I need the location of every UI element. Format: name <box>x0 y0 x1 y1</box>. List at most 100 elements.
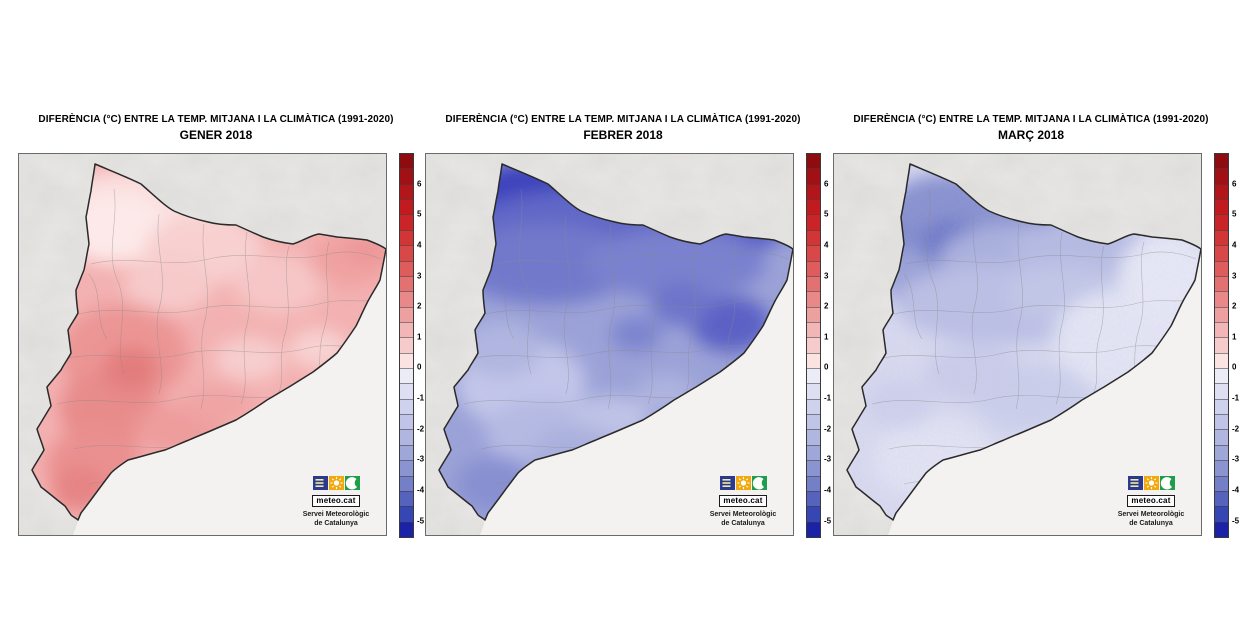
logo-squares <box>1108 476 1194 491</box>
colorbar-tick-label: 4 <box>417 240 422 250</box>
colorbar-segment <box>807 506 820 522</box>
colorbar-tick-label: -5 <box>417 516 425 526</box>
colorbar-segment <box>400 429 413 445</box>
logo-wordmark: meteo.cat <box>312 495 360 508</box>
colorbar-segment <box>400 168 413 184</box>
colorbar-tick-label: -4 <box>824 485 832 495</box>
meteocat-logo: meteo.cat Servei Meteorològic de Catalun… <box>293 476 379 528</box>
panel-january: DIFERÈNCIA (°C) ENTRE LA TEMP. MITJANA I… <box>16 0 425 630</box>
colorbar-segment <box>807 337 820 353</box>
colorbar-segment <box>1215 168 1228 184</box>
panel-february: DIFERÈNCIA (°C) ENTRE LA TEMP. MITJANA I… <box>423 0 831 630</box>
colorbar-segment <box>1215 214 1228 230</box>
meteocat-logo: meteo.cat Servei Meteorològic de Catalun… <box>1108 476 1194 528</box>
colorbar-segment <box>1215 506 1228 522</box>
map-canvas-february: meteo.cat Servei Meteorològic de Catalun… <box>425 153 794 536</box>
colorbar-tick-label: 2 <box>824 301 829 311</box>
colorbar-tick-label: -1 <box>417 393 425 403</box>
meteocat-logo: meteo.cat Servei Meteorològic de Catalun… <box>700 476 786 528</box>
colorbar-tick-label: 3 <box>824 271 829 281</box>
colorbar-segment <box>807 168 820 184</box>
logo-moon-icon <box>344 476 360 491</box>
colorbar-segment <box>400 414 413 430</box>
colorbar-segment <box>807 183 820 200</box>
logo-org-name: Servei Meteorològic de Catalunya <box>700 511 786 528</box>
colorbar-segment <box>1215 154 1228 169</box>
colorbar-segment <box>1215 521 1228 537</box>
colorbar-segment <box>400 398 413 415</box>
catalonia-map-svg <box>19 154 386 535</box>
colorbar-segment <box>1215 352 1228 369</box>
colorbar-tick-label: -1 <box>1232 393 1240 403</box>
colorbar-segment <box>400 352 413 369</box>
colorbar-segment <box>400 245 413 261</box>
colorbar-segment <box>807 291 820 307</box>
colorbar-tick-label: -5 <box>1232 516 1240 526</box>
colorbar-tick-label: -2 <box>417 424 425 434</box>
colorbar-tick-label: -1 <box>824 393 832 403</box>
logo-sun-icon <box>328 476 344 491</box>
map-canvas-january: meteo.cat Servei Meteorològic de Catalun… <box>18 153 387 536</box>
map-canvas-march: meteo.cat Servei Meteorològic de Catalun… <box>833 153 1202 536</box>
colorbar-march: 6 5 4 3 2 1 0 -1 -2 -3 -4 -5 <box>1214 153 1244 538</box>
colorbar-tick-label: -3 <box>824 454 832 464</box>
colorbar-segment <box>1215 275 1228 292</box>
title-month: FEBRER 2018 <box>583 127 663 142</box>
colorbar-segment <box>807 429 820 445</box>
title-line1: DIFERÈNCIA (°C) ENTRE LA TEMP. MITJANA I… <box>38 114 394 125</box>
colorbar-tick-label: 0 <box>1232 362 1237 372</box>
colorbar-segment <box>807 383 820 399</box>
colorbar-tick-label: -2 <box>1232 424 1240 434</box>
colorbar-tick-label: 0 <box>824 362 829 372</box>
colorbar-segment <box>807 229 820 246</box>
logo-org-line2: de Catalunya <box>721 519 765 527</box>
colorbar-segment <box>400 368 413 384</box>
logo-menu-icon <box>719 476 735 491</box>
colorbar-segment <box>400 521 413 537</box>
colorbar-segment <box>1215 306 1228 322</box>
logo-menu-icon <box>1127 476 1143 491</box>
colorbar-segment <box>807 398 820 415</box>
logo-org-line2: de Catalunya <box>314 519 358 527</box>
colorbar-tick-label: 2 <box>1232 301 1237 311</box>
logo-moon-icon <box>751 476 767 491</box>
colorbar-february: 6 5 4 3 2 1 0 -1 -2 -3 -4 -5 <box>806 153 836 538</box>
colorbar-segment <box>807 275 820 292</box>
colorbar-segment <box>1215 245 1228 261</box>
title-month: GENER 2018 <box>179 127 253 142</box>
anomaly-colorbar <box>1214 153 1229 538</box>
colorbar-segment <box>1215 229 1228 246</box>
catalonia-map-svg <box>834 154 1201 535</box>
logo-org-line1: Servei Meteorològic <box>302 511 370 519</box>
colorbar-segment <box>400 460 413 476</box>
colorbar-segment <box>400 306 413 322</box>
colorbar-segment <box>400 214 413 230</box>
colorbar-tick-label: 2 <box>417 301 422 311</box>
colorbar-segment <box>807 199 820 215</box>
logo-org-line1: Servei Meteorològic <box>1117 511 1185 519</box>
colorbar-segment <box>400 183 413 200</box>
colorbar-tick-label: -3 <box>417 454 425 464</box>
colorbar-segment <box>400 506 413 522</box>
colorbar-segment <box>400 275 413 292</box>
anomaly-colorbar <box>806 153 821 538</box>
colorbar-tick-label: -5 <box>824 516 832 526</box>
colorbar-tick-label: -2 <box>824 424 832 434</box>
title-month: MARÇ 2018 <box>997 127 1065 142</box>
colorbar-segment <box>1215 199 1228 215</box>
colorbar-segment <box>807 521 820 537</box>
colorbar-segment <box>807 245 820 261</box>
colorbar-segment <box>1215 183 1228 200</box>
colorbar-segment <box>400 490 413 507</box>
colorbar-segment <box>400 321 413 338</box>
logo-menu-icon <box>312 476 328 491</box>
anomaly-colorbar <box>399 153 414 538</box>
logo-sun-icon <box>735 476 751 491</box>
colorbar-segment <box>400 337 413 353</box>
colorbar-segment <box>807 214 820 230</box>
colorbar-segment <box>400 383 413 399</box>
colorbar-tick-label: 3 <box>1232 271 1237 281</box>
title-line1: DIFERÈNCIA (°C) ENTRE LA TEMP. MITJANA I… <box>853 114 1209 125</box>
colorbar-segment <box>400 475 413 491</box>
